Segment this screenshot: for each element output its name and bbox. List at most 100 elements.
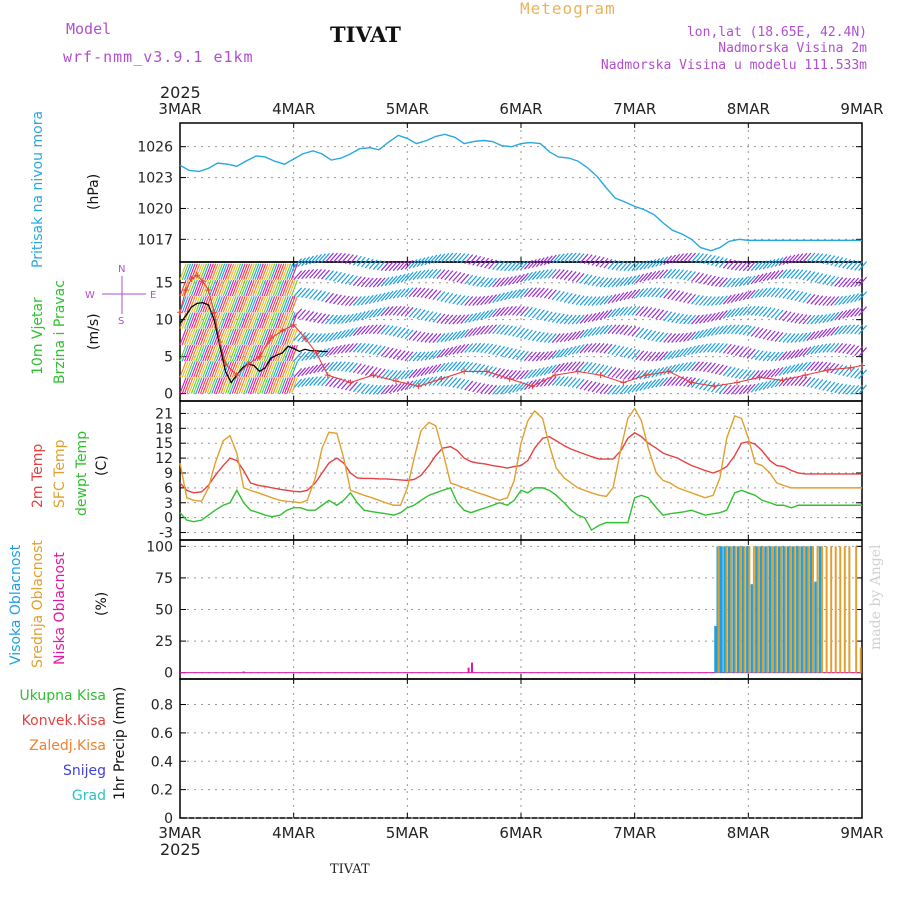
wind-barb	[209, 344, 217, 362]
wind-barb	[519, 381, 529, 392]
wind-barb	[722, 384, 732, 395]
wind-barb	[798, 314, 808, 325]
wind-barb	[313, 290, 323, 300]
wind-barb	[563, 293, 573, 303]
wind-barb	[647, 287, 657, 298]
wind-barb	[364, 384, 374, 395]
wind-barb	[858, 276, 868, 287]
gust-marker	[620, 379, 627, 386]
wind-barb	[432, 253, 442, 264]
wind-barb	[814, 273, 824, 283]
wind-barb	[464, 343, 474, 353]
mid-cloud-bar	[811, 546, 814, 673]
wind-barb	[607, 384, 617, 395]
wind-barb	[243, 344, 251, 362]
wind-barb	[838, 324, 848, 335]
wind-barb	[527, 351, 537, 362]
wind-barb	[706, 255, 716, 265]
wind-barb	[333, 330, 342, 341]
wind-barb	[834, 257, 844, 267]
wind-barb	[599, 343, 609, 354]
gust-marker	[438, 375, 445, 382]
wind-barb	[794, 313, 804, 324]
wind-barb	[587, 275, 597, 286]
wind-barb	[806, 294, 816, 304]
wind-barb	[667, 333, 677, 343]
wind-barb	[301, 288, 311, 298]
wind-barb	[563, 270, 573, 281]
wind-barb	[392, 326, 402, 337]
wind-barb	[249, 361, 257, 378]
station-title: TIVAT	[330, 22, 401, 47]
wind-barb	[329, 331, 338, 342]
wind-barb	[702, 343, 712, 353]
wind-barb	[603, 258, 613, 269]
wind-barb	[559, 269, 569, 280]
wind-barb	[746, 275, 756, 286]
wind-barb	[412, 270, 422, 281]
wind-barb	[702, 313, 712, 324]
wind-barb	[631, 382, 641, 393]
wind-barb	[643, 351, 653, 362]
wind-barb	[591, 296, 601, 306]
wind-barb	[247, 296, 255, 313]
wind-barb	[750, 349, 760, 360]
wind-barb	[555, 332, 565, 343]
wind-barb	[277, 377, 285, 394]
wind-barb	[675, 313, 685, 324]
wind-barb	[213, 296, 221, 313]
wind-barb	[440, 292, 450, 302]
wind-barb	[384, 325, 394, 336]
wind-barb	[710, 296, 720, 306]
mid-cloud-bar	[757, 546, 760, 673]
wind-barb	[651, 308, 661, 319]
wind-barb	[392, 370, 402, 380]
wind-barb	[615, 260, 625, 271]
year-bottom: 2025	[160, 840, 201, 859]
wind-barb	[340, 343, 350, 354]
wind-barb	[321, 252, 330, 263]
wind-barb	[259, 328, 267, 346]
wind-barb	[380, 324, 390, 335]
wind-barb	[348, 362, 358, 373]
wind-barb	[376, 260, 386, 271]
lonlat-text: lon,lat (18.65E, 42.4N)	[686, 25, 867, 40]
wind-barb	[643, 259, 653, 270]
wind-barb	[184, 263, 192, 280]
wind-barb	[281, 361, 289, 378]
wind-barb	[220, 279, 228, 297]
wind-barb	[199, 296, 207, 313]
wind-barb	[826, 326, 836, 337]
wind-barb	[356, 325, 366, 336]
wind-barb	[204, 377, 212, 394]
wind-barb	[396, 288, 406, 299]
wind-barb	[309, 254, 319, 265]
precip-legend-snijeg: Snijeg	[63, 763, 106, 779]
wind-barb	[404, 259, 414, 270]
wind-barb	[583, 296, 593, 306]
wind-barb	[440, 269, 450, 280]
wind-barb	[702, 296, 712, 306]
precip-unit: 1hr Precip (mm)	[112, 687, 128, 800]
wind-barb	[305, 365, 315, 376]
wind-barb	[492, 293, 502, 304]
wind-barb	[551, 253, 561, 264]
wind-barb	[263, 312, 271, 329]
wind-barb	[305, 255, 315, 266]
wind-barb	[195, 377, 203, 394]
wind-barb	[309, 364, 319, 375]
cloud-label-2: Srednja Oblacnost	[30, 540, 46, 668]
wind-barb	[206, 344, 214, 362]
wind-barb	[368, 259, 378, 270]
wind-barb	[519, 306, 529, 317]
wind-barb	[858, 306, 868, 317]
wind-barb	[408, 351, 418, 362]
wind-barb	[539, 288, 549, 298]
wind-barb	[279, 328, 287, 346]
wind-barb	[229, 361, 237, 378]
wind-barb	[687, 293, 696, 304]
wind-barb	[231, 377, 239, 394]
wind-barb	[671, 269, 681, 279]
wind-barb	[695, 253, 704, 263]
wind-barb	[726, 259, 736, 270]
